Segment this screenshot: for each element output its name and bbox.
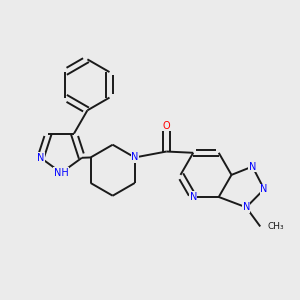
Text: N: N xyxy=(242,202,250,212)
Text: N: N xyxy=(249,161,256,172)
Text: N: N xyxy=(260,184,268,194)
Text: N: N xyxy=(190,192,197,202)
Text: CH₃: CH₃ xyxy=(267,222,284,231)
Text: NH: NH xyxy=(54,168,69,178)
Text: N: N xyxy=(131,152,139,163)
Text: O: O xyxy=(163,121,170,131)
Text: N: N xyxy=(37,153,44,163)
